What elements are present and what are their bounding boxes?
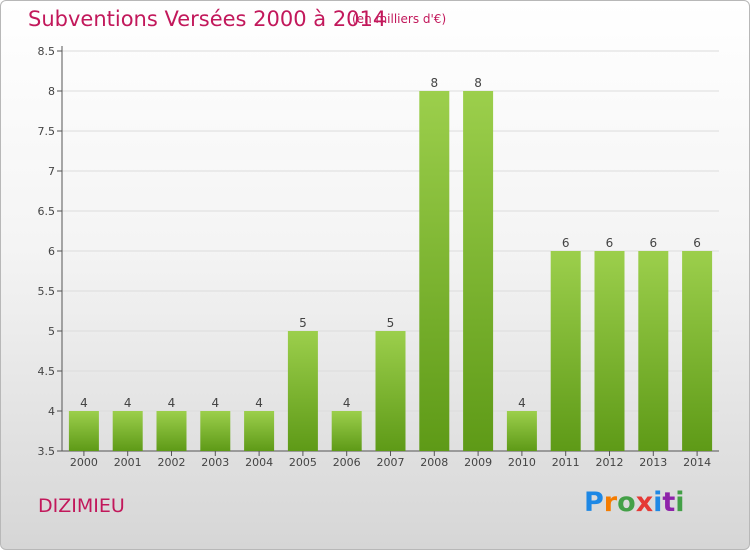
bar — [463, 91, 494, 451]
logo-letter: t — [662, 487, 676, 518]
data-label: 4 — [124, 396, 132, 410]
bar — [682, 251, 713, 451]
data-label: 6 — [606, 236, 614, 250]
bar — [419, 91, 450, 451]
x-tick-labels: 2000 2001 2002 2003 2004 2005 2006 2007 2008 2009… — [70, 456, 711, 469]
bar — [550, 251, 581, 451]
bars — [68, 91, 713, 451]
bar — [375, 331, 406, 451]
y-tick-label: 7 — [48, 165, 55, 178]
data-label: 5 — [387, 316, 395, 330]
y-tick-label: 5.5 — [38, 285, 56, 298]
bar — [156, 411, 187, 451]
x-tick-label: 2014 — [683, 456, 711, 469]
data-label: 4 — [518, 396, 526, 410]
proxiti-logo[interactable]: Proxiti — [584, 487, 685, 518]
logo-letter: x — [635, 487, 654, 518]
x-tick-label: 2012 — [596, 456, 624, 469]
y-tick-label: 4.5 — [38, 365, 56, 378]
data-label: 8 — [474, 76, 482, 90]
x-tick-label: 2003 — [201, 456, 229, 469]
data-label: 6 — [693, 236, 701, 250]
bar — [594, 251, 625, 451]
x-tick-label: 2006 — [333, 456, 361, 469]
x-tick-label: 2013 — [639, 456, 667, 469]
logo-letter: r — [603, 487, 618, 518]
data-label: 4 — [343, 396, 351, 410]
bar — [638, 251, 669, 451]
y-tick-label: 5 — [48, 325, 55, 338]
x-tick-label: 2002 — [158, 456, 186, 469]
y-tick-label: 6.5 — [38, 205, 56, 218]
data-label: 4 — [255, 396, 263, 410]
x-tick-label: 2010 — [508, 456, 536, 469]
chart-subtitle: (en milliers d'€) — [352, 12, 447, 26]
commune-name: DIZIMIEU — [38, 495, 125, 517]
x-tick-label: 2000 — [70, 456, 98, 469]
x-tick-label: 2007 — [377, 456, 405, 469]
x-tick-label: 2008 — [420, 456, 448, 469]
y-tick-label: 6 — [48, 245, 55, 258]
x-tick-label: 2011 — [552, 456, 580, 469]
data-labels: 4 4 4 4 4 5 4 5 8 8 4 6 6 6 6 — [80, 76, 701, 410]
y-tick-label: 7.5 — [38, 125, 56, 138]
y-tick-label: 8.5 — [38, 45, 56, 58]
y-tick-label: 8 — [48, 85, 55, 98]
x-tick-label: 2005 — [289, 456, 317, 469]
bar — [112, 411, 143, 451]
logo-letter: i — [653, 487, 663, 518]
bar — [68, 411, 99, 451]
data-label: 4 — [80, 396, 88, 410]
data-label: 4 — [211, 396, 219, 410]
x-tick-label: 2009 — [464, 456, 492, 469]
y-tick-label: 4 — [48, 405, 55, 418]
logo-letter: i — [675, 487, 685, 518]
data-label: 6 — [649, 236, 657, 250]
bar — [244, 411, 275, 451]
bar — [200, 411, 231, 451]
bar — [331, 411, 362, 451]
data-label: 6 — [562, 236, 570, 250]
bar — [287, 331, 318, 451]
bar — [506, 411, 537, 451]
y-tick-label: 3.5 — [38, 445, 56, 458]
data-label: 4 — [168, 396, 176, 410]
logo-letter: P — [584, 487, 604, 518]
chart-title: Subventions Versées 2000 à 2014 — [28, 7, 387, 31]
data-label: 5 — [299, 316, 307, 330]
data-label: 8 — [430, 76, 438, 90]
x-tick-label: 2004 — [245, 456, 273, 469]
x-tick-label: 2001 — [114, 456, 142, 469]
logo-letter: o — [617, 487, 636, 518]
y-tick-labels: 3.5 4 4.5 5 5.5 6 6.5 7 7.5 8 8.5 — [38, 45, 56, 458]
